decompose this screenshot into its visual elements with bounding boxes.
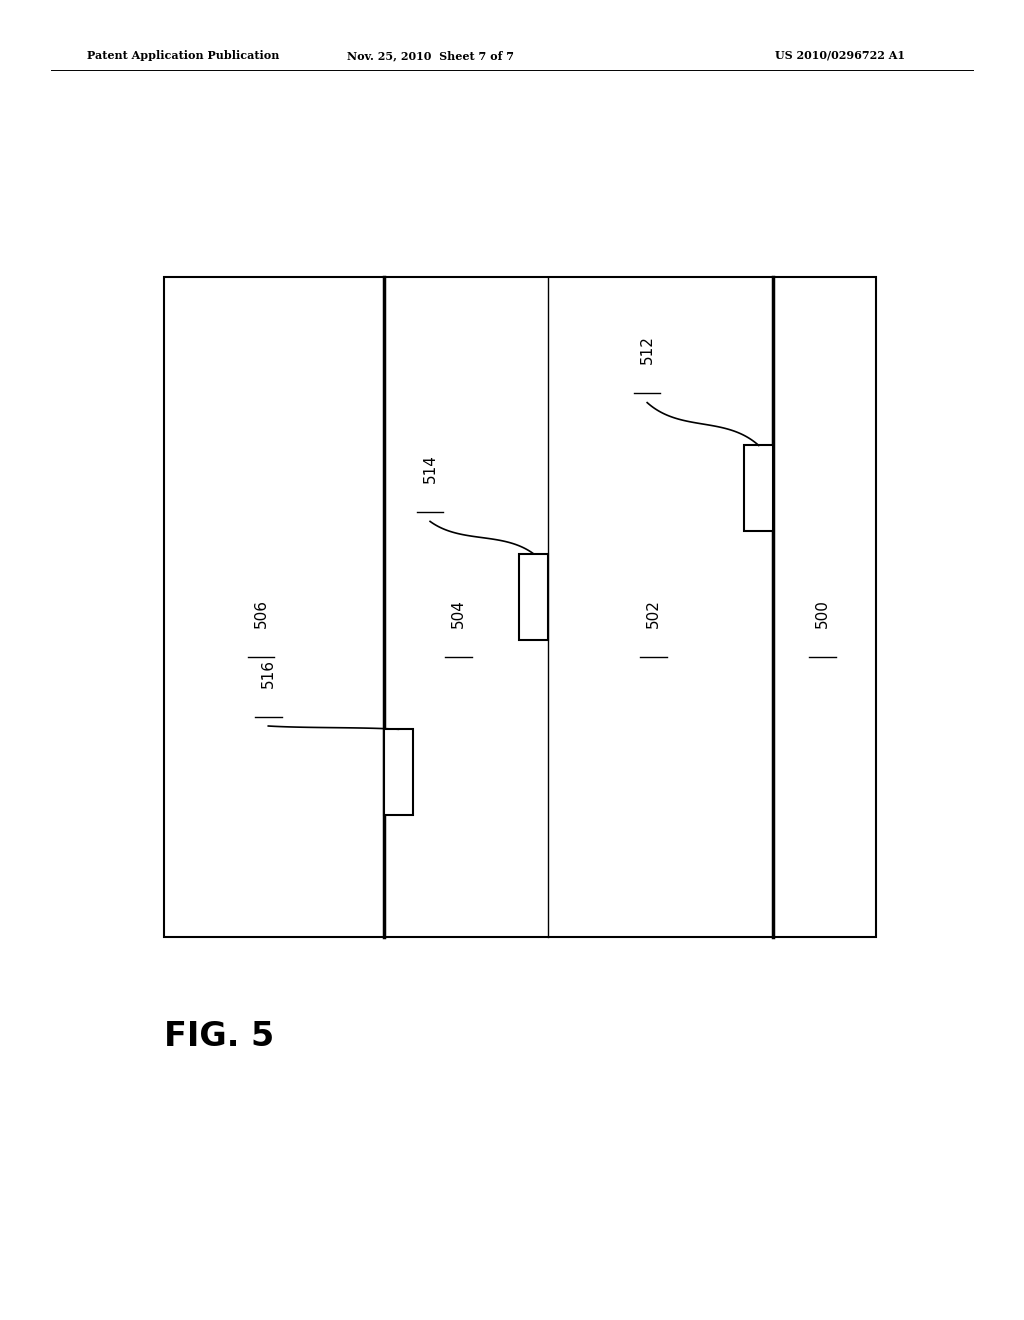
Text: 506: 506 bbox=[254, 599, 268, 628]
Text: 514: 514 bbox=[423, 454, 437, 483]
Text: Patent Application Publication: Patent Application Publication bbox=[87, 50, 280, 61]
Text: US 2010/0296722 A1: US 2010/0296722 A1 bbox=[775, 50, 904, 61]
Bar bbox=[519, 554, 548, 639]
Text: 500: 500 bbox=[815, 599, 829, 628]
Bar bbox=[164, 277, 876, 937]
Text: FIG. 5: FIG. 5 bbox=[164, 1019, 274, 1053]
Text: 516: 516 bbox=[261, 659, 275, 688]
Bar bbox=[744, 445, 773, 531]
Text: 502: 502 bbox=[646, 599, 660, 628]
Bar bbox=[384, 729, 413, 816]
Text: 504: 504 bbox=[452, 599, 466, 628]
Text: 512: 512 bbox=[640, 335, 654, 364]
Text: Nov. 25, 2010  Sheet 7 of 7: Nov. 25, 2010 Sheet 7 of 7 bbox=[346, 50, 514, 61]
